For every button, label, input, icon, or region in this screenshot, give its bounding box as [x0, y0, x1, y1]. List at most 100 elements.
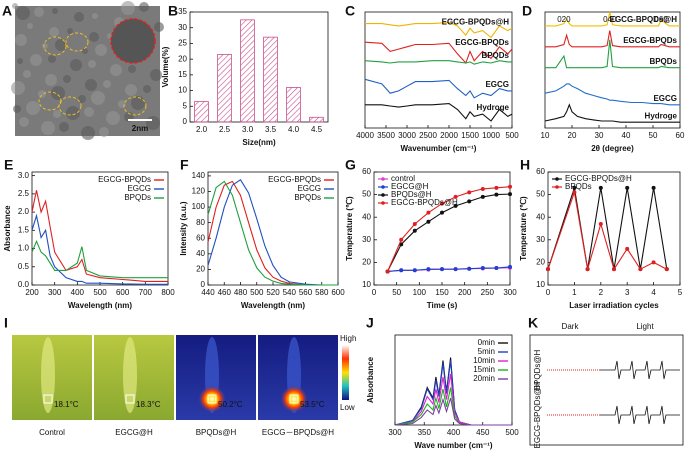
- tem-texture: [59, 122, 69, 132]
- series-label: EGCG: [653, 94, 677, 103]
- image-caption: EGCG@H: [115, 428, 153, 437]
- legend-label: EGCG@H: [391, 182, 429, 191]
- data-point: [453, 267, 458, 272]
- series-line: [545, 11, 680, 27]
- tem-texture: [121, 1, 135, 15]
- y-axis-label: Absorbance: [3, 205, 12, 252]
- x-tick-label: 2: [599, 288, 604, 297]
- y-tick-label: 15: [178, 70, 187, 79]
- tube-glow: [123, 337, 137, 413]
- data-point: [426, 210, 431, 215]
- legend-label: BPQDs@H: [391, 190, 432, 199]
- row-label: BPQDs@H: [533, 349, 542, 390]
- tem-texture: [52, 8, 58, 14]
- y-tick-label: 20: [178, 54, 187, 63]
- x-tick-label: 250: [481, 288, 495, 297]
- x-tick-label: 4000: [356, 131, 374, 140]
- series-line: [547, 187, 668, 270]
- legend-label: EGCG: [127, 184, 151, 193]
- x-tick-label: 5: [678, 288, 683, 297]
- data-point: [546, 267, 550, 272]
- x-tick-label: 580: [315, 288, 329, 297]
- series-label: Hydroge: [477, 103, 510, 112]
- data-point: [508, 264, 512, 269]
- data-point: [625, 185, 630, 190]
- x-tick-label: 500: [93, 288, 107, 297]
- series-label: EGCG-BPQDs@H: [442, 17, 510, 26]
- data-point: [385, 269, 390, 274]
- plot-frame: [544, 11, 681, 129]
- data-point: [598, 221, 603, 226]
- series-label: EGCG-BPQDs: [455, 38, 509, 47]
- plot-frame: [189, 11, 329, 123]
- panel-letter: B: [168, 3, 178, 19]
- tem-texture: [49, 27, 59, 37]
- bar: [240, 19, 255, 123]
- tem-texture: [17, 58, 23, 64]
- data-point: [494, 192, 499, 197]
- series-line: [31, 213, 168, 285]
- y-axis-label: Temperature (℃): [345, 196, 354, 261]
- cursor: [43, 394, 53, 404]
- series-line: [31, 239, 168, 279]
- tem-texture: [30, 54, 42, 66]
- series-line: [394, 373, 512, 426]
- panel-letter: H: [520, 157, 530, 173]
- series-line: [545, 39, 680, 69]
- tem-texture: [48, 55, 56, 63]
- color-bar: [342, 345, 349, 400]
- x-tick-label: 500: [505, 131, 519, 140]
- data-point: [467, 190, 472, 195]
- x-tick-label: 1500: [461, 131, 479, 140]
- annotation: 060: [654, 15, 668, 24]
- y-tick-label: 20: [536, 258, 545, 267]
- image-caption: Control: [39, 428, 65, 437]
- tem-texture: [70, 59, 82, 71]
- y-tick-label: 5: [183, 101, 188, 110]
- legend-label: BPQDs: [294, 193, 321, 202]
- data-point: [426, 219, 431, 224]
- x-tick-label: 600: [331, 288, 345, 297]
- temperature-label: 18.1°C: [54, 400, 79, 409]
- series-line: [387, 266, 511, 272]
- data-point: [453, 203, 458, 208]
- data-point: [399, 237, 404, 242]
- x-tick-label: 560: [299, 288, 313, 297]
- x-tick-label: 3.0: [242, 125, 254, 134]
- tem-texture: [81, 126, 95, 140]
- tem-texture: [92, 13, 98, 19]
- panel-letter: D: [522, 3, 532, 19]
- scale-label: 2nm: [132, 124, 148, 133]
- legend-label: EGCG-BPQDs@H: [391, 198, 458, 207]
- bar: [194, 101, 209, 123]
- y-tick-label: 80: [196, 218, 205, 227]
- x-tick-label: 520: [266, 288, 280, 297]
- data-point: [426, 267, 431, 272]
- bar: [309, 116, 324, 123]
- series-line: [31, 190, 168, 282]
- x-axis-label: 2θ (degree): [591, 144, 634, 153]
- tem-texture: [15, 34, 27, 46]
- x-tick-label: 50: [392, 288, 401, 297]
- legend-marker: [555, 185, 559, 189]
- x-tick-label: 2500: [419, 131, 437, 140]
- tem-texture: [82, 48, 88, 54]
- y-tick-label: 40: [196, 249, 205, 258]
- y-tick-label: 120: [192, 187, 206, 196]
- cursor: [207, 394, 217, 404]
- y-tick-label: 50: [362, 190, 371, 199]
- panel-letter: K: [528, 315, 538, 331]
- data-point: [467, 199, 472, 204]
- y-tick-label: 140: [192, 171, 206, 180]
- legend-label: EGCG: [297, 184, 321, 193]
- y-tick-label: 60: [196, 233, 205, 242]
- x-tick-label: 200: [25, 288, 39, 297]
- series-line: [207, 179, 338, 286]
- x-tick-label: 100: [413, 288, 427, 297]
- temperature-label: 50.2°C: [218, 400, 243, 409]
- cursor: [125, 394, 135, 404]
- data-point: [508, 184, 512, 189]
- x-tick-label: 500: [505, 428, 519, 437]
- y-tick-label: 100: [192, 202, 206, 211]
